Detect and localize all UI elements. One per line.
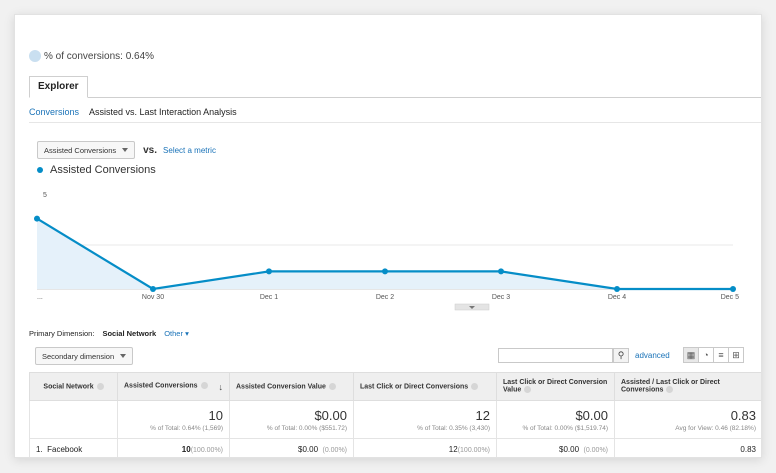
conversions-percent: % of conversions: 0.64% <box>44 50 155 62</box>
x-tick-label: Dec 4 <box>608 294 626 301</box>
help-icon[interactable] <box>666 386 674 394</box>
x-tick-label: Dec 3 <box>492 294 510 301</box>
conversions-summary: % of conversions: 0.64% <box>29 50 154 62</box>
chevron-down-icon <box>122 148 129 152</box>
data-point <box>498 268 504 275</box>
col-assisted-conversions[interactable]: Assisted Conversions ↓ <box>117 372 230 401</box>
help-icon[interactable] <box>471 382 479 390</box>
secondary-dimension-dropdown[interactable]: Secondary dimension <box>35 347 134 365</box>
x-tick-label: Dec 2 <box>376 294 394 301</box>
pie-icon <box>29 50 41 62</box>
select-metric-link[interactable]: Select a metric <box>163 145 216 155</box>
row-network: 1. Facebook <box>29 438 118 457</box>
metric-selector-row: Assisted Conversions vs. Select a metric <box>37 141 216 159</box>
series-area <box>37 218 733 289</box>
tab-explorer[interactable]: Explorer <box>29 76 88 98</box>
chevron-down-icon <box>469 306 475 309</box>
x-tick-label: Nov 30 <box>142 294 164 301</box>
metric-dropdown-label: Assisted Conversions <box>44 145 117 155</box>
chart-legend: Assisted Conversions <box>37 164 156 176</box>
help-icon[interactable] <box>200 381 208 389</box>
data-table: Social Network Assisted Conversions ↓ Ass… <box>29 372 761 457</box>
y-tick-label: 5 <box>43 192 47 199</box>
analysis-title: Assisted vs. Last Interaction Analysis <box>89 106 237 117</box>
total-assisted-conversions: 10% of Total: 0.64% (1,569) <box>117 400 230 439</box>
secondary-dimension-label: Secondary dimension <box>42 351 115 361</box>
help-icon[interactable] <box>524 386 532 394</box>
x-tick-label: ... <box>37 294 43 301</box>
data-point <box>150 286 156 292</box>
search-input[interactable] <box>498 348 613 363</box>
conversions-link[interactable]: Conversions <box>29 106 80 117</box>
legend-dot-icon <box>37 167 43 173</box>
performance-view-icon[interactable]: ≡ <box>713 347 729 363</box>
row-assisted-value: $0.00 (0.00%) <box>229 438 354 457</box>
advanced-link[interactable]: advanced <box>635 351 670 360</box>
pie-view-icon[interactable]: ◔ <box>698 347 714 363</box>
primary-dimension-bar: Primary Dimension: Social Network Other … <box>29 329 189 338</box>
metric-dropdown[interactable]: Assisted Conversions <box>37 141 136 159</box>
primary-dimension-value[interactable]: Social Network <box>102 329 157 338</box>
search-icon[interactable]: ⚲ <box>613 348 629 363</box>
pivot-view-icon[interactable]: ⊞ <box>728 347 744 363</box>
table-controls: Secondary dimension ⚲ advanced ▦ ◔ ≡ ⊞ <box>35 347 751 367</box>
sub-navigation: Conversions Assisted vs. Last Interactio… <box>29 101 761 123</box>
table-view-icon[interactable]: ▦ <box>683 347 699 363</box>
facebook-link[interactable]: Facebook <box>47 444 83 454</box>
total-last-click: 12% of Total: 0.35% (3,430) <box>353 400 497 439</box>
totals-row: 10% of Total: 0.64% (1,569) $0.00% of To… <box>29 400 761 439</box>
tab-bar: Explorer <box>29 76 761 98</box>
vs-label: vs. <box>143 144 158 156</box>
total-last-click-value: $0.00% of Total: 0.00% ($1,519.74) <box>496 400 615 439</box>
primary-dimension-label: Primary Dimension: <box>29 329 95 338</box>
data-point <box>730 286 736 292</box>
table-header-row: Social Network Assisted Conversions ↓ Ass… <box>29 372 761 401</box>
col-last-click-value[interactable]: Last Click or Direct Conversion Value <box>496 372 615 401</box>
data-point <box>34 215 40 222</box>
data-point <box>266 268 272 275</box>
col-ratio[interactable]: Assisted / Last Click or Direct Conversi… <box>614 372 761 401</box>
row-last-click-value: $0.00 (0.00%) <box>496 438 615 457</box>
row-ratio: 0.83 <box>614 438 761 457</box>
other-dimension-link[interactable]: Other ▾ <box>164 329 189 338</box>
chevron-down-icon <box>120 354 127 358</box>
total-ratio: 0.83 Avg for View: 0.46 (82.18%) <box>614 400 761 439</box>
report-card: % of conversions: 0.64% Explorer Convers… <box>14 14 762 458</box>
sort-down-icon[interactable]: ↓ <box>218 381 224 392</box>
row-last-click: 12(100.00%) <box>353 438 497 457</box>
col-assisted-value[interactable]: Assisted Conversion Value <box>229 372 354 401</box>
total-assisted-value: $0.00% of Total: 0.00% ($551.72) <box>229 400 354 439</box>
totals-blank <box>29 400 118 439</box>
help-icon[interactable] <box>328 382 336 390</box>
col-social-network[interactable]: Social Network <box>29 372 118 401</box>
table-row: 1. Facebook 10(100.00%) $0.00 (0.00%) 12… <box>29 438 761 457</box>
row-assisted-conversions: 10(100.00%) <box>117 438 230 457</box>
legend-label: Assisted Conversions <box>50 164 156 176</box>
col-last-click[interactable]: Last Click or Direct Conversions <box>353 372 497 401</box>
help-icon[interactable] <box>96 382 104 390</box>
data-point <box>382 268 388 275</box>
x-tick-label: Dec 1 <box>260 294 278 301</box>
x-tick-label: Dec 5 <box>721 294 739 301</box>
data-point <box>614 286 620 292</box>
view-toggle-group: ▦ ◔ ≡ ⊞ <box>683 347 744 363</box>
